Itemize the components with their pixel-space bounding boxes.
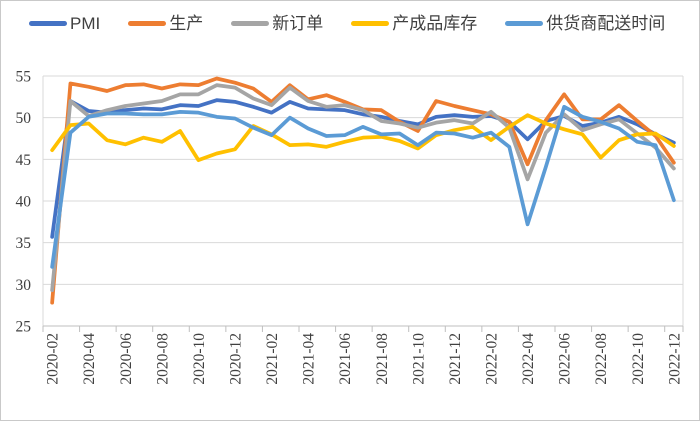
y-axis-label: 35 xyxy=(16,235,32,252)
x-axis-label: 2021-02 xyxy=(264,333,281,385)
production-line-swatch-icon xyxy=(128,21,167,26)
legend-label-pmi: PMI xyxy=(70,14,101,33)
legend-item-inventory: 产成品库存 xyxy=(351,14,477,33)
x-axis-label: 2021-04 xyxy=(301,333,318,385)
y-axis-label: 30 xyxy=(16,277,32,294)
x-axis-label: 2020-04 xyxy=(81,333,98,385)
y-axis-label: 40 xyxy=(16,194,32,211)
legend-label-new-orders: 新订单 xyxy=(272,14,324,33)
x-axis-label: 2022-08 xyxy=(593,333,610,385)
x-axis-label: 2021-08 xyxy=(374,333,391,385)
x-axis-label: 2022-10 xyxy=(630,333,647,385)
legend-item-new-orders: 新订单 xyxy=(231,14,323,33)
x-axis-label: 2021-12 xyxy=(447,333,464,385)
legend-label-inventory: 产成品库存 xyxy=(392,14,478,33)
x-axis-label: 2020-12 xyxy=(228,333,245,385)
legend-item-delivery: 供货商配送时间 xyxy=(505,14,665,33)
series-line-新订单 xyxy=(50,83,676,293)
y-axis-label: 45 xyxy=(16,152,32,169)
series-line-PMI xyxy=(50,98,676,239)
new-orders-line-swatch-icon xyxy=(231,21,270,26)
x-axis-label: 2021-10 xyxy=(410,333,427,385)
x-axis-label: 2022-04 xyxy=(520,333,537,385)
inventory-line-swatch-icon xyxy=(351,21,390,26)
y-axis-label: 25 xyxy=(16,319,32,336)
legend-label-production: 生产 xyxy=(169,14,204,33)
x-axis-label: 2021-06 xyxy=(337,333,354,385)
chart-legend: PMI 生产 新订单 产成品库存 供货商配送时间 xyxy=(29,14,665,33)
legend-item-production: 生产 xyxy=(128,14,203,33)
x-axis-label: 2020-10 xyxy=(191,333,208,385)
series-line-产成品库存 xyxy=(50,113,676,163)
pmi-line-swatch-icon xyxy=(29,21,67,26)
x-axis-label: 2020-06 xyxy=(118,333,135,385)
x-axis-label: 2020-02 xyxy=(45,333,62,385)
legend-label-delivery: 供货商配送时间 xyxy=(546,14,666,33)
x-axis-label: 2022-06 xyxy=(557,333,574,385)
legend-item-pmi: PMI xyxy=(29,14,100,33)
y-axis-label: 50 xyxy=(16,110,32,127)
x-axis-label: 2020-08 xyxy=(154,333,171,385)
y-axis-label: 55 xyxy=(16,69,32,86)
x-axis-label: 2022-12 xyxy=(666,333,683,385)
series-line-供货商配送时间 xyxy=(50,104,676,269)
delivery-line-swatch-icon xyxy=(505,21,544,26)
x-axis-label: 2022-02 xyxy=(484,333,501,385)
